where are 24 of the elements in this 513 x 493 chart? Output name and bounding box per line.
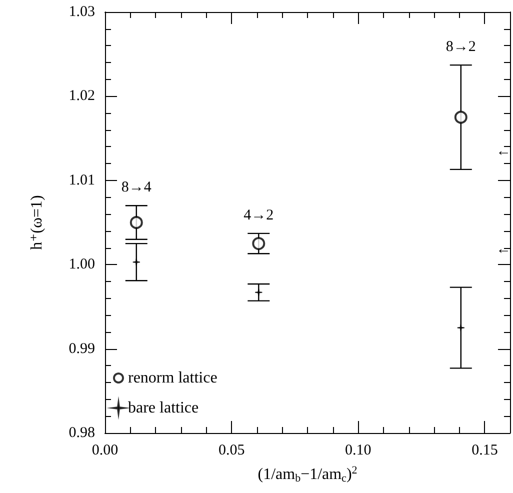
x-tick-label: 0.10 [345,442,372,458]
x-tick-label: 0.05 [218,442,245,458]
legend-label: renorm lattice [128,370,218,386]
annotation: ← [496,242,511,258]
y-tick-label: 0.99 [68,340,95,357]
y-tick-label: 1.00 [68,256,95,273]
annotation: 4→2 [244,207,274,224]
x-tick-label: 0.15 [472,442,498,458]
legend-label: bare lattice [128,400,199,416]
y-tick-label: 1.01 [68,172,95,188]
y-tick-label: 0.98 [68,425,95,441]
point [130,216,143,229]
x-tick-label: 0.00 [92,442,118,458]
point [132,258,140,266]
point [252,237,266,250]
point [454,110,468,124]
annotation: 8→4 [121,180,152,196]
point [254,288,263,296]
y-tick-label: 1.02 [68,88,95,104]
annotation: ← [496,144,511,160]
annotation: 8→2 [446,39,476,56]
point [456,324,465,332]
y-tick-label: 1.03 [68,4,95,20]
y-axis-title: h⁺(ω=1) [28,195,46,250]
